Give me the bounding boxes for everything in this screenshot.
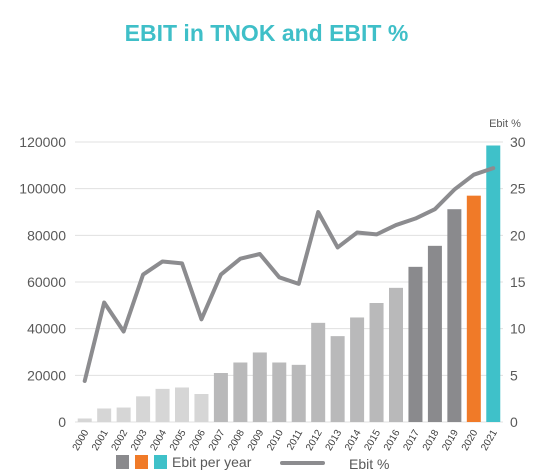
bar-2014 xyxy=(350,317,365,422)
x-tick-label: 2016 xyxy=(382,428,403,453)
bar-2018 xyxy=(427,245,442,422)
bar-2011 xyxy=(291,364,306,422)
bar-2000 xyxy=(77,418,92,422)
legend-label-bars: Ebit per year xyxy=(172,454,252,470)
y2-tick-label: 20 xyxy=(510,227,526,243)
y2-tick-label: 25 xyxy=(510,181,526,197)
legend-swatch xyxy=(116,455,129,469)
x-tick-label: 2019 xyxy=(440,428,461,453)
x-tick-label: 2002 xyxy=(110,428,131,453)
y-tick-label: 120000 xyxy=(19,134,66,150)
x-tick-label: 2008 xyxy=(226,428,247,453)
x-tick-label: 2000 xyxy=(71,428,92,453)
x-tick-label: 2018 xyxy=(421,428,442,453)
y-tick-label: 100000 xyxy=(19,181,66,197)
y-tick-label: 40000 xyxy=(27,321,66,337)
bar-2012 xyxy=(311,322,326,422)
ebit-percent-line-layer xyxy=(82,166,496,383)
bar-2010 xyxy=(272,362,287,422)
bar-2016 xyxy=(388,287,404,422)
x-tick-label: 2014 xyxy=(343,428,364,453)
x-tick-label: 2005 xyxy=(168,428,189,453)
x-tick-label: 2020 xyxy=(460,428,481,453)
bar-2001 xyxy=(97,408,112,422)
bar-2015 xyxy=(369,303,384,422)
right-y-axis: 0 5 10 15 20 25 30 xyxy=(510,134,526,430)
bar-2020 xyxy=(466,195,481,422)
x-tick-label: 2003 xyxy=(129,428,150,453)
x-tick-label: 2015 xyxy=(362,428,383,453)
right-axis-label: Ebit % xyxy=(489,118,521,130)
y2-tick-label: 30 xyxy=(510,134,526,150)
x-tick-label: 2009 xyxy=(246,428,267,453)
x-tick-label: 2017 xyxy=(401,428,422,453)
bars xyxy=(77,145,501,422)
x-tick-label: 2007 xyxy=(207,428,228,453)
bar-2008 xyxy=(233,362,248,422)
x-tick-label: 2021 xyxy=(479,428,500,453)
bar-2019 xyxy=(447,209,462,422)
bar-2013 xyxy=(330,336,345,422)
y2-tick-label: 5 xyxy=(510,367,518,383)
bar-2005 xyxy=(174,387,190,422)
x-tick-label: 2006 xyxy=(187,428,208,453)
bar-2003 xyxy=(136,396,151,422)
y2-tick-label: 15 xyxy=(510,274,526,290)
x-tick-label: 2012 xyxy=(304,428,325,453)
legend-swatch xyxy=(135,455,148,469)
bar-2007 xyxy=(213,373,228,422)
legend: Ebit per year Ebit % xyxy=(116,454,389,472)
x-tick-label: 2011 xyxy=(285,428,305,453)
bar-2021 xyxy=(486,145,501,422)
x-axis: 2000200120022003200420052006200720082009… xyxy=(71,428,500,453)
ebit-percent-line xyxy=(82,166,496,383)
legend-label-line: Ebit % xyxy=(349,456,389,472)
bar-2006 xyxy=(194,394,209,422)
bar-2009 xyxy=(252,352,267,422)
bar-2017 xyxy=(408,266,423,422)
chart-title: EBIT in TNOK and EBIT % xyxy=(124,20,409,46)
y-tick-label: 80000 xyxy=(27,227,66,243)
bar-2004 xyxy=(155,388,170,422)
y2-tick-label: 0 xyxy=(510,414,518,430)
left-y-axis: 0 20000 40000 60000 80000 100000 120000 xyxy=(19,134,66,430)
y-tick-label: 60000 xyxy=(27,274,66,290)
y-tick-label: 0 xyxy=(58,414,66,430)
x-tick-label: 2010 xyxy=(265,428,286,453)
bar-2002 xyxy=(116,407,131,422)
y2-tick-label: 10 xyxy=(510,321,526,337)
y-tick-label: 20000 xyxy=(27,367,66,383)
legend-swatch xyxy=(154,455,167,469)
x-tick-label: 2013 xyxy=(324,428,345,453)
x-tick-label: 2004 xyxy=(148,428,169,453)
x-tick-label: 2001 xyxy=(90,428,111,453)
